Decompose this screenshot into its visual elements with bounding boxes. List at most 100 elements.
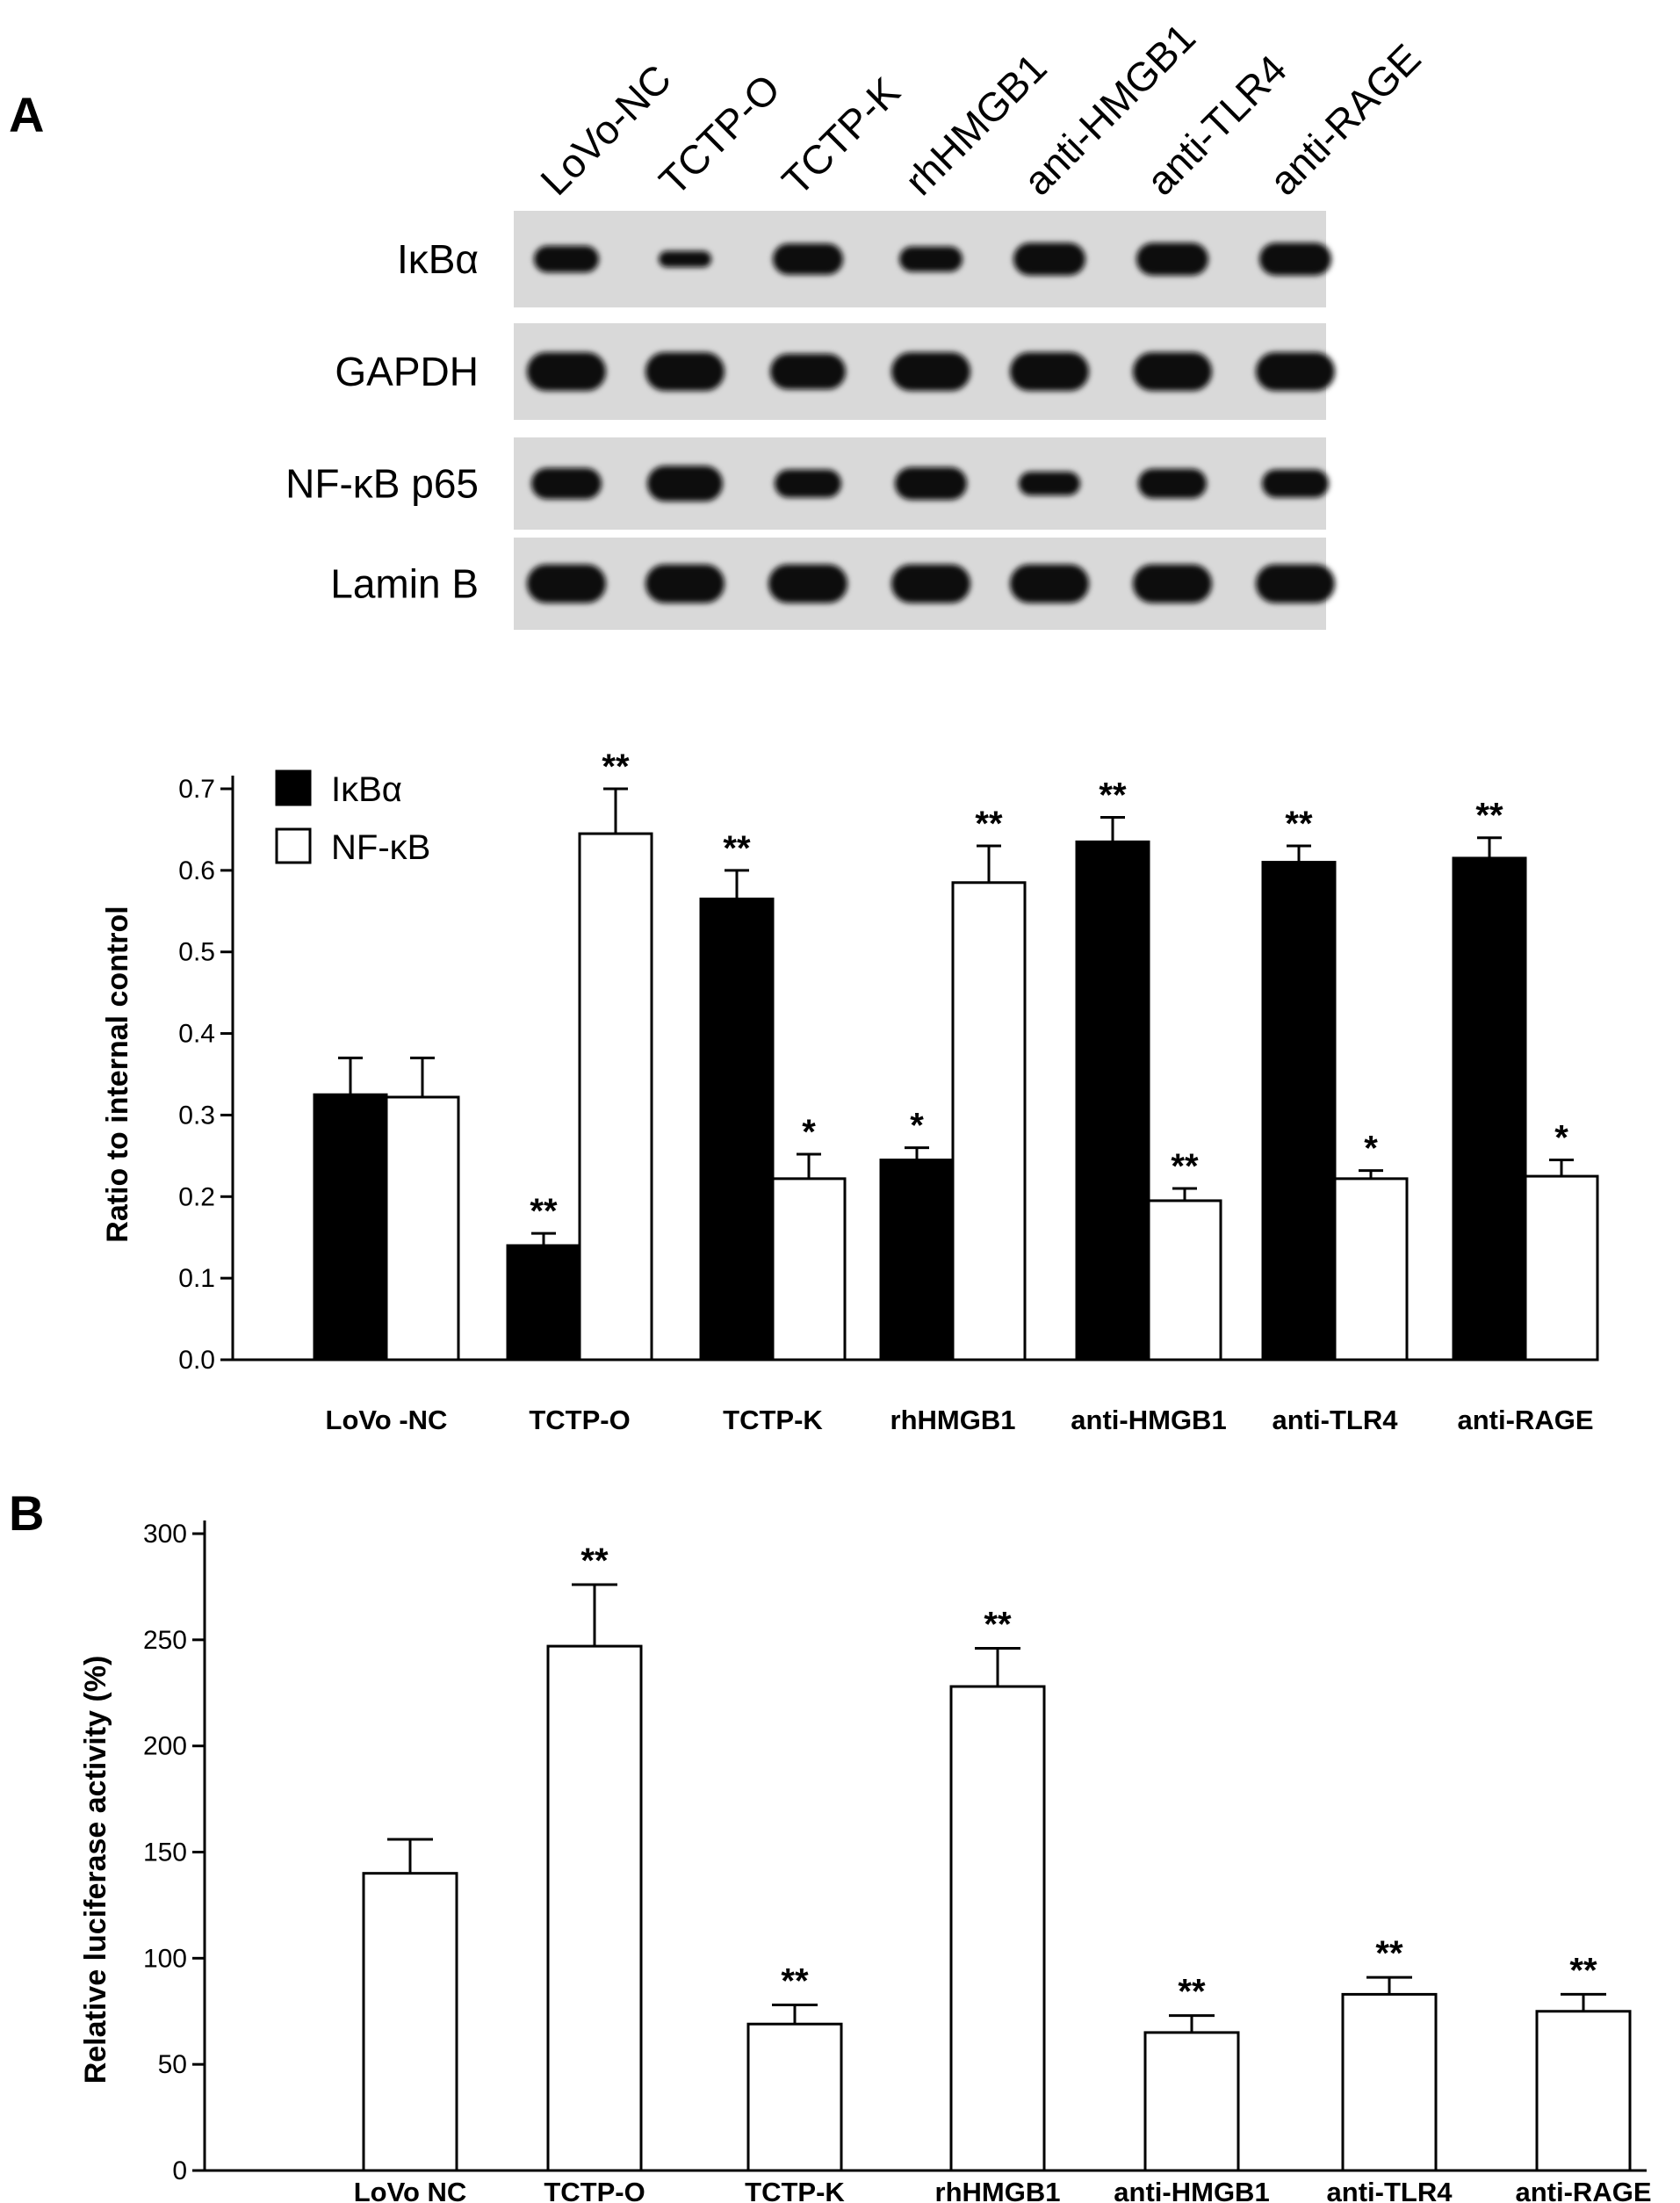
x-category-label: TCTP-O — [544, 2177, 645, 2203]
significance-mark: ** — [984, 1606, 1012, 1644]
bar — [746, 2022, 843, 2172]
bar — [771, 1177, 847, 1362]
y-tick-label: 0.6 — [178, 856, 215, 885]
bar — [385, 1095, 460, 1362]
legend-label: IκBα — [331, 770, 402, 809]
y-axis-title: Relative luciferase activity (%) — [79, 1656, 112, 2084]
y-tick-label: 0.3 — [178, 1101, 215, 1130]
x-category-label: TCTP-O — [529, 1405, 630, 1435]
blot-band — [1133, 352, 1212, 391]
significance-mark: ** — [975, 805, 1003, 843]
blot-band — [647, 466, 723, 502]
x-category-label: anti-HMGB1 — [1071, 1405, 1226, 1435]
significance-mark: ** — [723, 829, 751, 868]
blot-lane-label: anti-RAGE — [1260, 35, 1429, 204]
blot-band — [775, 469, 841, 498]
x-category-label: anti-RAGE — [1458, 1405, 1594, 1435]
x-category-label: anti-TLR4 — [1273, 1405, 1399, 1435]
bar — [949, 1685, 1046, 2172]
blot-band — [1010, 564, 1089, 603]
y-tick-label: 200 — [143, 1732, 187, 1761]
y-tick-label: 50 — [158, 2050, 187, 2079]
significance-mark: * — [1364, 1130, 1378, 1168]
blot-band — [1136, 242, 1208, 276]
bar — [951, 881, 1027, 1362]
x-category-label: rhHMGB1 — [935, 2177, 1061, 2203]
significance-mark: ** — [1171, 1147, 1199, 1186]
bar — [1261, 861, 1337, 1362]
bar — [1524, 1174, 1599, 1362]
bar — [879, 1159, 955, 1362]
bar — [313, 1093, 388, 1362]
blot-band — [1259, 242, 1331, 276]
blot-band — [1138, 468, 1207, 499]
bar — [1143, 2031, 1240, 2172]
y-tick-label: 0.2 — [178, 1182, 215, 1211]
chart-a: 0.0 0.1 0.2 0.3 0.4 0.5 0.6 0.7 LoVo -NC TCTP-O TC… — [101, 748, 1599, 1435]
blot-band — [770, 353, 846, 390]
blot-band — [1013, 242, 1085, 276]
x-category-label: anti-RAGE — [1516, 2177, 1652, 2203]
significance-mark: ** — [602, 748, 630, 786]
significance-mark: ** — [1475, 797, 1503, 835]
blot-band — [891, 564, 970, 603]
blot-band — [645, 564, 725, 603]
x-category-label: TCTP-K — [745, 2177, 845, 2203]
y-tick-label: 300 — [143, 1520, 187, 1549]
x-category-label: LoVo -NC — [326, 1405, 448, 1435]
y-tick-label: 0.0 — [178, 1346, 215, 1375]
significance-mark: * — [802, 1113, 816, 1152]
significance-mark: * — [910, 1107, 924, 1145]
bar — [362, 1872, 458, 2172]
blot-band — [1262, 469, 1329, 498]
x-category-label: rhHMGB1 — [890, 1405, 1016, 1435]
y-tick-label: 0.1 — [178, 1264, 215, 1293]
blot-band — [773, 243, 843, 275]
x-category-label: TCTP-K — [723, 1405, 823, 1435]
blot-band — [1256, 564, 1335, 603]
y-tick-label: 0.5 — [178, 938, 215, 967]
y-tick-label: 0.4 — [178, 1020, 215, 1049]
blot-band — [645, 352, 725, 391]
western-blot: LoVo-NCTCTP-OTCTP-KrhHMGB1anti-HMGB1anti… — [285, 14, 1430, 630]
blot-band — [891, 352, 970, 391]
significance-mark: ** — [580, 1542, 609, 1580]
blot-row-label: NF-κB p65 — [285, 461, 479, 507]
x-category-label: LoVo NC — [354, 2177, 467, 2203]
y-tick-label: 150 — [143, 1838, 187, 1867]
blot-lane-label: LoVo-NC — [531, 55, 680, 204]
blot-band — [527, 564, 606, 603]
y-tick-label: 250 — [143, 1626, 187, 1655]
x-category-label: anti-TLR4 — [1327, 2177, 1453, 2203]
legend-swatch — [275, 769, 312, 806]
panel-b-letter: B — [9, 1485, 44, 1541]
bar — [1452, 856, 1527, 1362]
y-tick-label: 100 — [143, 1944, 187, 1973]
x-category-label: anti-HMGB1 — [1114, 2177, 1269, 2203]
blot-band — [1133, 564, 1212, 603]
legend-label: NF-κB — [331, 828, 430, 867]
bar — [1535, 2010, 1632, 2172]
significance-mark: ** — [1099, 776, 1127, 815]
blot-band — [534, 245, 599, 273]
bar — [1075, 840, 1150, 1362]
y-tick-label: 0 — [172, 2156, 187, 2185]
blot-band — [1256, 352, 1335, 391]
significance-mark: ** — [1285, 805, 1313, 843]
panel-a-letter: A — [9, 87, 44, 142]
blot-band — [768, 564, 847, 603]
legend-swatch — [275, 827, 312, 864]
bar — [1147, 1199, 1222, 1362]
blot-band — [899, 246, 963, 272]
blot-row-label: GAPDH — [335, 349, 479, 394]
significance-mark: ** — [1569, 1951, 1597, 1990]
blot-band — [895, 466, 967, 501]
bar — [546, 1644, 643, 2172]
bar — [699, 897, 775, 1362]
blot-band — [1010, 352, 1089, 391]
blot-band — [659, 250, 711, 268]
bar — [506, 1244, 581, 1362]
significance-mark: ** — [1178, 1973, 1206, 2012]
y-tick-label: 0.7 — [178, 775, 215, 804]
